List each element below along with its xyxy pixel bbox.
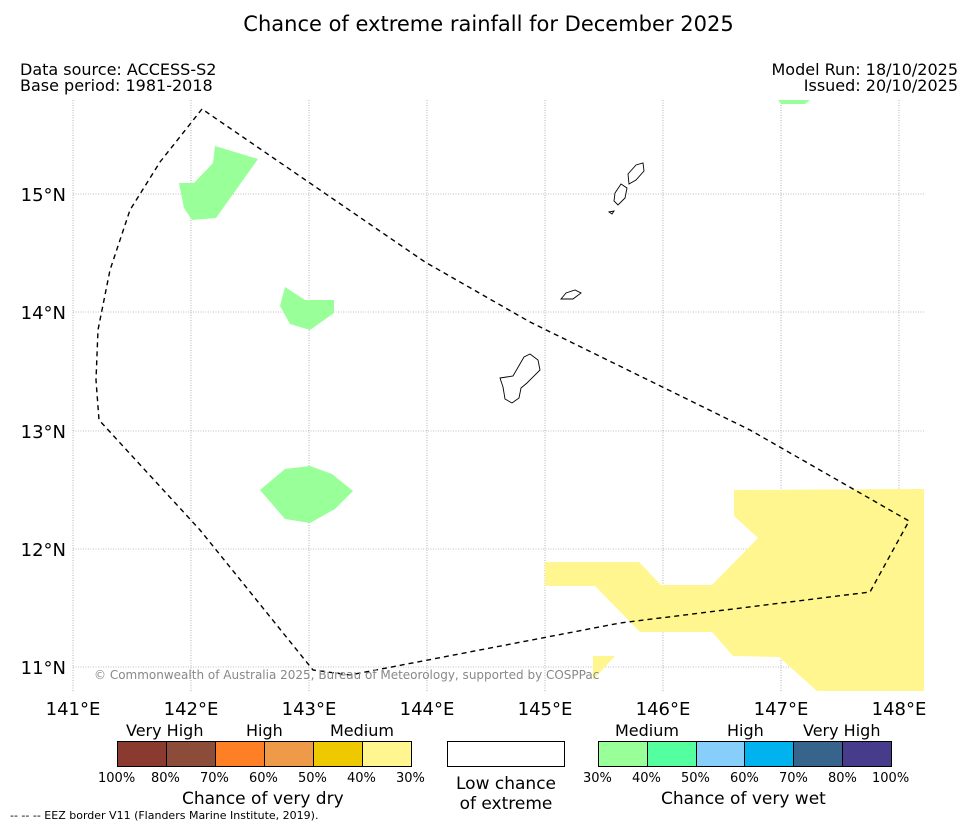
- issued-date: Issued: 20/10/2025: [803, 76, 958, 95]
- wet-category-very-high: Very High: [803, 721, 881, 740]
- dry-swatch: [363, 742, 411, 766]
- dry-category-high: High: [246, 721, 283, 740]
- wet-colorbar: [598, 741, 892, 767]
- lat-axis: 15°N 14°N 13°N 12°N 11°N: [21, 185, 66, 679]
- lat-tick-label: 15°N: [21, 185, 66, 206]
- low-chance-line2: of extreme: [459, 794, 553, 814]
- wet-tick: 60%: [730, 771, 759, 786]
- lon-tick-label: 148°E: [872, 699, 927, 720]
- dry-swatch: [216, 742, 265, 766]
- lon-tick-label: 146°E: [636, 699, 691, 720]
- lon-tick-label: 142°E: [164, 699, 219, 720]
- lon-tick-label: 141°E: [46, 699, 101, 720]
- dry-tick: 60%: [249, 771, 278, 786]
- copyright-notice: © Commonwealth of Australia 2025, Bureau…: [94, 668, 600, 682]
- lon-tick-label: 147°E: [754, 699, 809, 720]
- dry-category-medium: Medium: [330, 721, 394, 740]
- wet-region: [260, 466, 353, 523]
- wet-swatch: [647, 742, 697, 766]
- wet-swatch: [696, 742, 746, 766]
- wet-swatch: [843, 742, 891, 766]
- low-chance-label: Low chance of extreme: [447, 774, 565, 814]
- wet-tick: 70%: [779, 771, 808, 786]
- wet-swatch: [745, 742, 795, 766]
- meta-right: Model Run: 18/10/2025 Issued: 20/10/2025: [772, 62, 959, 94]
- low-chance-line1: Low chance: [456, 774, 556, 794]
- dry-colorbar: [117, 741, 412, 767]
- dry-tick: 30%: [396, 771, 425, 786]
- lon-tick-label: 144°E: [400, 699, 455, 720]
- island: [627, 162, 645, 185]
- meta-left: Data source: ACCESS-S2 Base period: 1981…: [20, 62, 216, 94]
- dry-legend-title: Chance of very dry: [182, 789, 344, 809]
- base-period: Base period: 1981-2018: [20, 76, 213, 95]
- dry-tick: 50%: [298, 771, 327, 786]
- dry-regions: [545, 489, 924, 691]
- dry-swatch: [167, 742, 216, 766]
- lon-tick-label: 143°E: [282, 699, 337, 720]
- wet-swatch: [794, 742, 844, 766]
- wet-tick: 50%: [681, 771, 710, 786]
- lon-tick-label: 145°E: [518, 699, 573, 720]
- wet-tick: 40%: [632, 771, 661, 786]
- lon-axis: 141°E 142°E 143°E 144°E 145°E 146°E 147°…: [46, 699, 927, 720]
- wet-legend-title: Chance of very wet: [661, 789, 826, 809]
- wet-swatch: [599, 742, 648, 766]
- dry-region: [545, 489, 924, 691]
- model-run: Model Run: 18/10/2025: [771, 60, 959, 79]
- lat-tick-label: 11°N: [21, 658, 66, 679]
- islands: [499, 162, 645, 404]
- lat-tick-label: 14°N: [21, 303, 66, 324]
- wet-tick: 100%: [872, 771, 910, 786]
- dry-tick: 40%: [347, 771, 376, 786]
- eez-footnote: -- -- -- EEZ border V11 (Flanders Marine…: [10, 809, 319, 822]
- map-figure: 15°N 14°N 13°N 12°N 11°N 141°E 142°E 143…: [21, 100, 927, 720]
- wet-tick: 80%: [828, 771, 857, 786]
- dry-category-very-high: Very High: [126, 721, 204, 740]
- wet-region: [778, 100, 810, 104]
- dry-tick: 70%: [200, 771, 229, 786]
- eez-border: [95, 108, 910, 676]
- island: [613, 183, 628, 206]
- wet-tick: 30%: [583, 771, 612, 786]
- low-chance-swatch: [447, 741, 565, 767]
- dry-swatch: [265, 742, 314, 766]
- wet-category-high: High: [727, 721, 764, 740]
- island: [607, 210, 615, 215]
- lat-tick-label: 12°N: [21, 540, 66, 561]
- wet-region: [280, 287, 334, 330]
- dry-tick: 100%: [98, 771, 136, 786]
- dry-swatch: [118, 742, 167, 766]
- dry-region: [593, 656, 615, 680]
- dry-swatch: [314, 742, 363, 766]
- dry-tick: 80%: [151, 771, 180, 786]
- wet-regions: [179, 100, 810, 523]
- map-title: Chance of extreme rainfall for December …: [243, 12, 734, 36]
- island: [499, 353, 541, 404]
- island: [560, 289, 582, 300]
- wet-category-medium: Medium: [615, 721, 679, 740]
- data-source: Data source: ACCESS-S2: [20, 60, 217, 79]
- lat-tick-label: 13°N: [21, 422, 66, 443]
- wet-region: [179, 146, 258, 220]
